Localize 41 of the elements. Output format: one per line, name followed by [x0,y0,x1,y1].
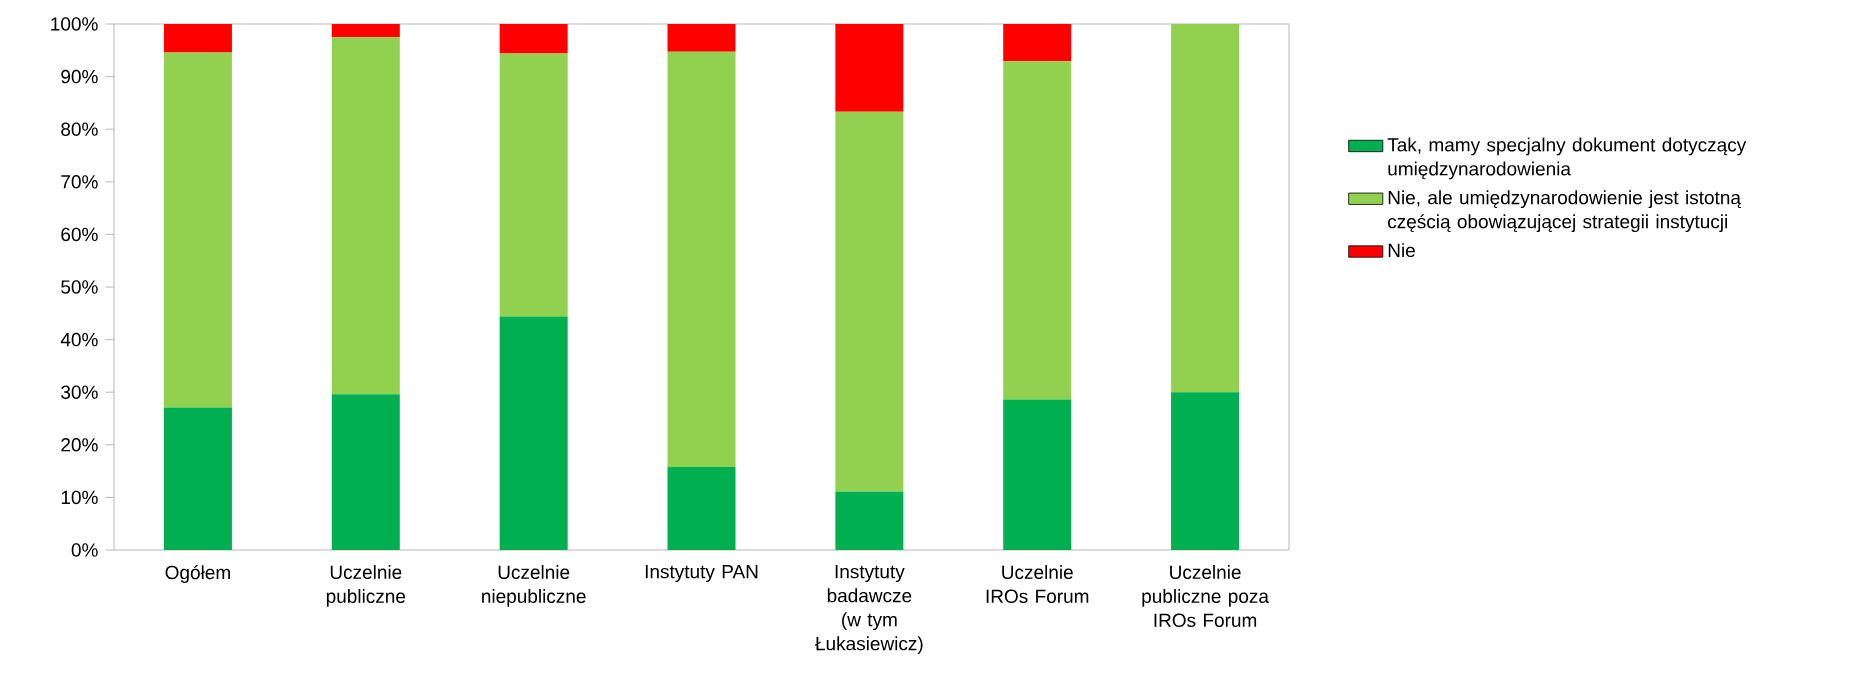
y-tick-label: 90% [61,69,98,84]
x-tick-label: Uczelnie IROs Forum [986,565,1089,604]
bar [835,24,904,112]
bar [331,24,400,38]
bar [163,407,232,550]
bar [1171,24,1240,393]
y-tick-label: 10% [61,490,98,505]
legend-label: Nie, ale umiędzynarodowienie jest istotną częścią obowiązującej strategii instytucji [1388,190,1741,233]
y-tick-label: 30% [61,385,98,399]
bar [331,37,400,395]
y-tick-label: 100% [51,17,98,31]
x-tick-label: Uczelnie publiczne poza IROs Forum [1142,565,1269,628]
bar [835,111,904,492]
bar [835,491,904,550]
bar [1171,392,1240,550]
x-tick-label: Uczelnie niepubliczne [482,565,586,607]
bar [499,24,568,54]
bar [1003,399,1072,550]
bar [667,24,736,52]
y-tick-label: 80% [61,122,98,136]
bar [499,53,568,317]
x-tick-label: Uczelnie publiczne [326,565,406,607]
x-tick-label: Instytuty PAN [645,565,758,583]
y-tick-label: 20% [61,438,98,452]
legend-label: Nie [1388,243,1415,258]
bar [667,466,736,550]
y-tick-label: 60% [61,227,98,242]
bar [667,51,736,467]
bar [163,52,232,408]
y-tick-label: 0% [71,543,98,557]
bar [1003,61,1072,400]
y-tick-label: 40% [60,332,98,347]
bar [331,394,400,550]
legend-label: Tak, mamy specjalny dokument dotyczący umiędzynarodowienia [1387,137,1747,180]
bar [499,316,568,550]
x-tick-label: Ogółem [165,565,230,584]
y-tick-label: 70% [61,175,98,189]
bar [163,24,232,53]
y-tick-label: 50% [61,280,98,294]
x-tick-label: Instytuty badawcze (w tym Łukasiewicz) [815,565,923,655]
bar [1003,24,1072,62]
